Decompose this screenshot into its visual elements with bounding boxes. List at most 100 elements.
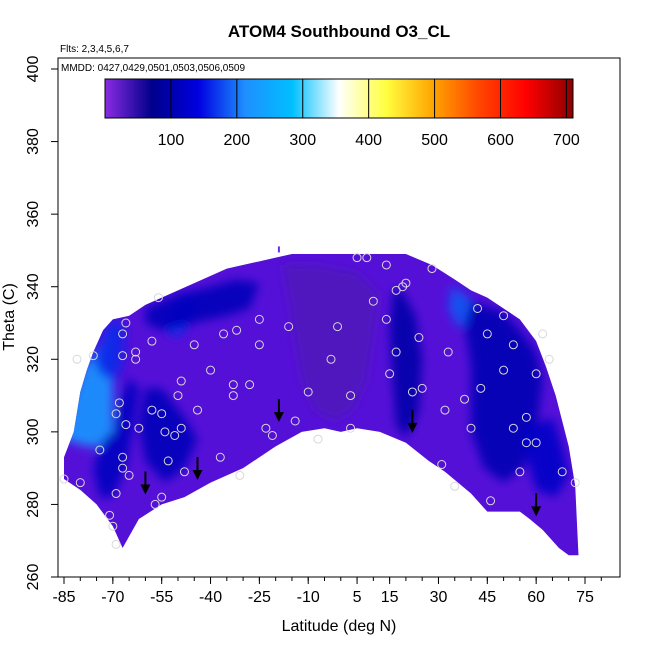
obs-point [544, 354, 554, 364]
arrow-head [407, 422, 418, 433]
obs-point [482, 329, 492, 339]
colorbar-tick-label: 500 [421, 132, 448, 149]
obs-points [59, 253, 580, 549]
obs-point [176, 423, 186, 433]
obs-point [391, 347, 401, 357]
colorbar-tick-label: 700 [553, 132, 580, 149]
x-tick-label: 5 [353, 589, 362, 606]
obs-point [215, 452, 225, 462]
y-tick-label: 400 [25, 56, 42, 83]
obs-point [352, 253, 362, 263]
obs-point [440, 405, 450, 415]
field-feature-upper-left-blue [93, 319, 126, 382]
obs-point [538, 329, 548, 339]
obs-point [531, 369, 541, 379]
obs-point [228, 391, 238, 401]
y-tick-label: 360 [25, 201, 42, 228]
top-marker [277, 246, 280, 253]
field-features [64, 264, 569, 498]
obs-point [385, 369, 395, 379]
x-axis: -85 -70 -55 -40 -25 -10 5 15 30 45 60 75 [52, 576, 620, 606]
y-tick-label: 320 [25, 346, 42, 373]
obs-point [59, 474, 69, 484]
obs-point [346, 423, 356, 433]
x-tick-label: -70 [101, 589, 124, 606]
obs-point [521, 412, 531, 422]
obs-point [176, 376, 186, 386]
obs-point [75, 478, 85, 488]
obs-point [124, 470, 134, 480]
obs-point [228, 380, 238, 390]
colorbar-tick-label: 300 [289, 132, 316, 149]
obs-point [72, 354, 82, 364]
obs-point [401, 278, 411, 288]
y-axis: 260 280 300 320 340 360 380 400 [25, 56, 59, 590]
obs-point [531, 438, 541, 448]
obs-point [473, 303, 483, 313]
obs-point [118, 329, 128, 339]
field-feature-right-lower-navy [519, 417, 569, 498]
obs-point [362, 253, 372, 263]
x-tick-label: 15 [381, 589, 399, 606]
plot-area [59, 246, 580, 556]
obs-point [111, 489, 121, 499]
obs-point [131, 347, 141, 357]
colorbar-tick-label: 200 [223, 132, 250, 149]
obs-point [111, 409, 121, 419]
arrow-head [192, 470, 203, 481]
obs-point [570, 478, 580, 488]
x-tick-label: 60 [527, 589, 545, 606]
x-tick-label: -25 [248, 589, 271, 606]
obs-point [121, 420, 131, 430]
colorbar-bar [104, 78, 574, 119]
obs-point [163, 456, 173, 466]
obs-point [499, 311, 509, 321]
obs-point [193, 405, 203, 415]
obs-point [521, 438, 531, 448]
colorbar-tick-label: 100 [158, 132, 185, 149]
obs-point [346, 391, 356, 401]
obs-point [121, 318, 131, 328]
obs-point [173, 391, 183, 401]
dates-subtitle: MMDD: 0427,0429,0501,0503,0506,0509 [61, 63, 245, 74]
field-feature-center-light-violet [282, 264, 380, 421]
obs-point [95, 445, 105, 455]
obs-point [114, 398, 124, 408]
x-tick-label: -40 [199, 589, 222, 606]
o3-field [64, 254, 579, 556]
obs-point [557, 467, 567, 477]
obs-point [368, 296, 378, 306]
obs-point [232, 325, 242, 335]
y-tick-label: 280 [25, 491, 42, 518]
obs-point [407, 387, 417, 397]
arrow-head [531, 506, 542, 517]
field-feature-left-mid-navy [93, 377, 139, 498]
obs-point [111, 539, 121, 549]
colorbar: 100 200 300 400 500 600 700 [104, 78, 580, 149]
obs-point [153, 293, 163, 303]
arrows [140, 398, 542, 517]
arrow-head [273, 411, 284, 422]
obs-point [108, 521, 118, 531]
y-tick-label: 340 [25, 273, 42, 300]
obs-point [157, 409, 167, 419]
x-tick-label: 75 [576, 589, 594, 606]
y-axis-label: Theta (C) [1, 283, 18, 351]
obs-point [466, 423, 476, 433]
x-axis-label: Latitude (deg N) [282, 618, 397, 635]
obs-point [417, 383, 427, 393]
obs-point [150, 499, 160, 509]
obs-point [460, 394, 470, 404]
chart-title: ATOM4 Southbound O3_CL [228, 22, 450, 41]
obs-point [147, 336, 157, 346]
obs-point [105, 510, 115, 520]
obs-point [427, 264, 437, 274]
obs-point [157, 492, 167, 502]
obs-point [284, 322, 294, 332]
obs-point [219, 329, 229, 339]
flights-subtitle: Flts: 2,3,4,5,6,7 [60, 44, 129, 55]
obs-point [437, 460, 447, 470]
x-tick-label: -85 [52, 589, 75, 606]
obs-point [443, 347, 453, 357]
